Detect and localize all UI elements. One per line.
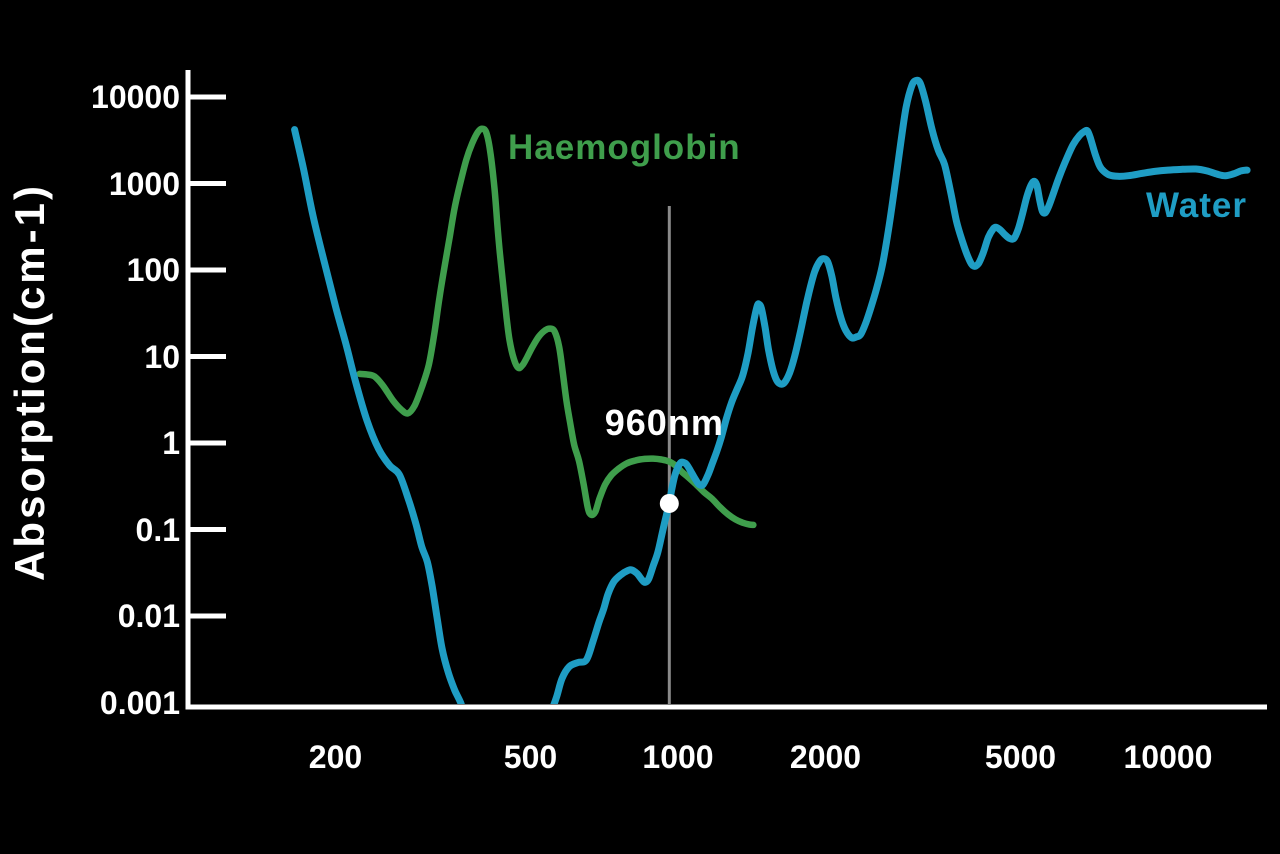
x-tick-label: 10000 xyxy=(1123,739,1213,775)
axes xyxy=(185,70,1267,710)
x-tick-label: 5000 xyxy=(984,739,1057,775)
y-tick-label: 1000 xyxy=(108,165,180,202)
y-tick-label: 10 xyxy=(144,338,180,375)
x-tick-label: 2000 xyxy=(789,739,862,775)
y-tick-label: 0.01 xyxy=(117,598,180,634)
marker-dot xyxy=(659,493,679,513)
y-tick-label: 100 xyxy=(126,252,180,288)
y-tick-label: 1 xyxy=(162,425,180,461)
haemoglobin-curve xyxy=(356,125,757,529)
water-curve xyxy=(291,76,1251,704)
y-tick-label: 10000 xyxy=(91,79,180,115)
y-tick-label: 0.1 xyxy=(135,511,180,548)
x-tick-label: 500 xyxy=(503,739,558,775)
y-tick-label: 0.001 xyxy=(99,684,180,721)
x-tick-label: 200 xyxy=(308,739,363,775)
x-tick-label: 1000 xyxy=(642,739,714,775)
